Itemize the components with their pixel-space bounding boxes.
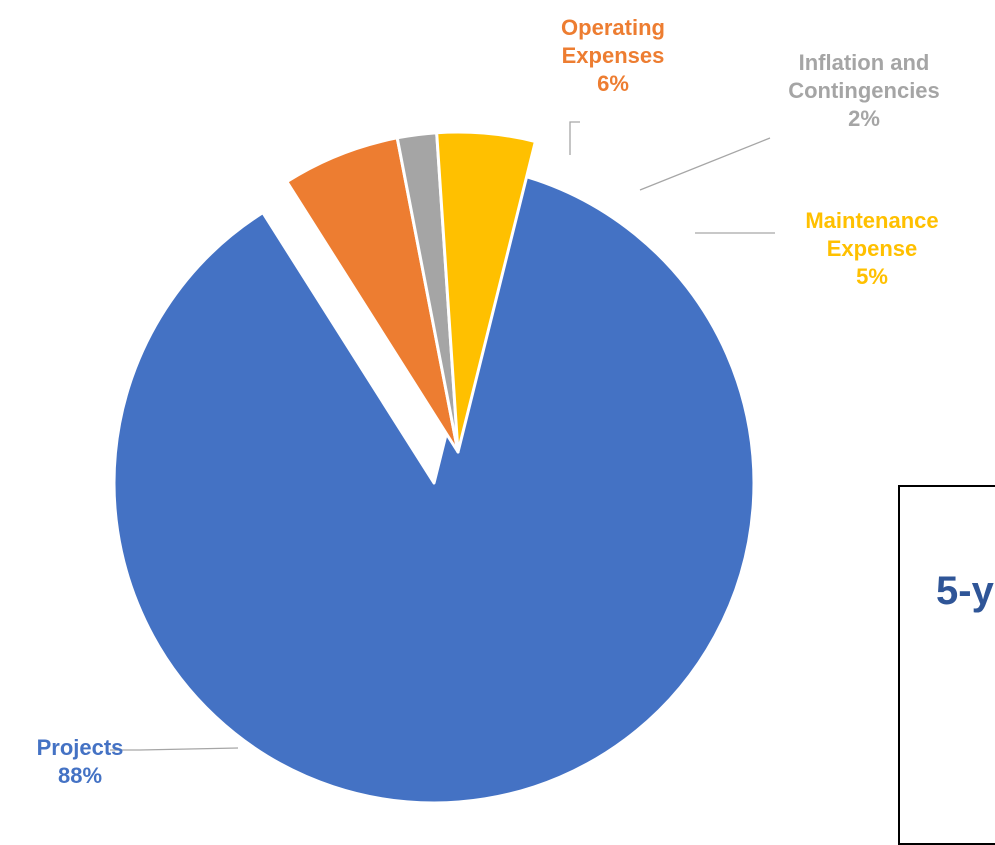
slice-label-projects: Projects 88% <box>37 735 124 788</box>
slice-label-maintenance-expense: Maintenance Expense 5% <box>805 208 938 289</box>
slice-label-operating-expenses: Operating Expenses 6% <box>561 15 665 96</box>
leader-line <box>110 747 239 751</box>
pie-chart: Projects 88% Operating Expenses 6% Inflation … <box>37 15 940 805</box>
slice-labels: Projects 88% Operating Expenses 6% Inflation … <box>37 15 940 788</box>
pie-slice-projects <box>112 171 756 805</box>
callout-box: 5-y <box>898 485 995 845</box>
leader-line <box>569 121 580 155</box>
pie-slice-maintenance-expense <box>435 130 537 454</box>
pie-slice-operating-expenses <box>285 136 460 454</box>
pie-slices <box>112 130 756 805</box>
slice-label-inflation-and-contingencies: Inflation and Contingencies 2% <box>788 50 940 131</box>
callout-text: 5-y <box>936 569 994 613</box>
leader-lines <box>110 121 775 751</box>
leader-line <box>639 137 771 191</box>
